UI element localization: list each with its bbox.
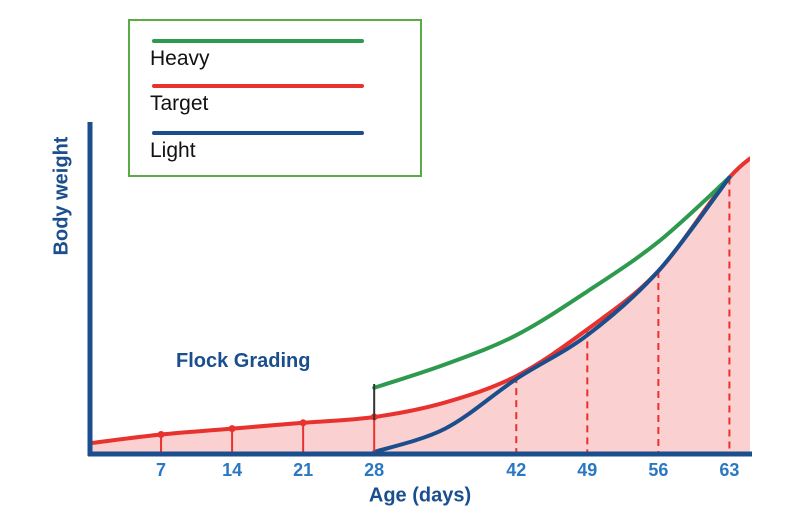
legend-item-target: Target (148, 84, 368, 130)
axes (87, 122, 752, 457)
x-tick-label-7: 7 (156, 460, 166, 480)
target-area (90, 158, 750, 452)
x-tick-label-28: 28 (364, 460, 384, 480)
x-tick-label-56: 56 (648, 460, 668, 480)
legend-swatch-target (152, 84, 364, 88)
flock-grading-label: Flock Grading (176, 350, 311, 372)
legend-label-target: Target (150, 92, 209, 115)
legend-label-heavy: Heavy (150, 47, 210, 70)
series-lines (90, 156, 750, 454)
legend-item-heavy: Heavy (148, 39, 368, 85)
x-tick-label-63: 63 (719, 460, 739, 480)
x-tick-label-49: 49 (577, 460, 597, 480)
x-tick-label-14: 14 (222, 460, 242, 480)
legend-swatch-heavy (152, 39, 364, 43)
legend-item-light: Light (148, 131, 368, 177)
legend-swatch-light (152, 131, 364, 135)
series-line-heavy (372, 175, 732, 390)
legend: Heavy Target Light (128, 19, 422, 177)
target-markers (157, 413, 378, 452)
x-tick-label-21: 21 (293, 460, 313, 480)
series-line-light (372, 175, 732, 454)
dashed-drop-lines (515, 177, 731, 452)
x-axis-label: Age (days) (368, 484, 472, 507)
target-area-fill (90, 158, 750, 452)
y-axis-label: Body weight (50, 136, 73, 256)
legend-label-light: Light (150, 139, 196, 162)
x-tick-label-42: 42 (506, 460, 526, 480)
x-tick-labels: 7 14 21 28 42 49 56 63 (156, 460, 739, 480)
